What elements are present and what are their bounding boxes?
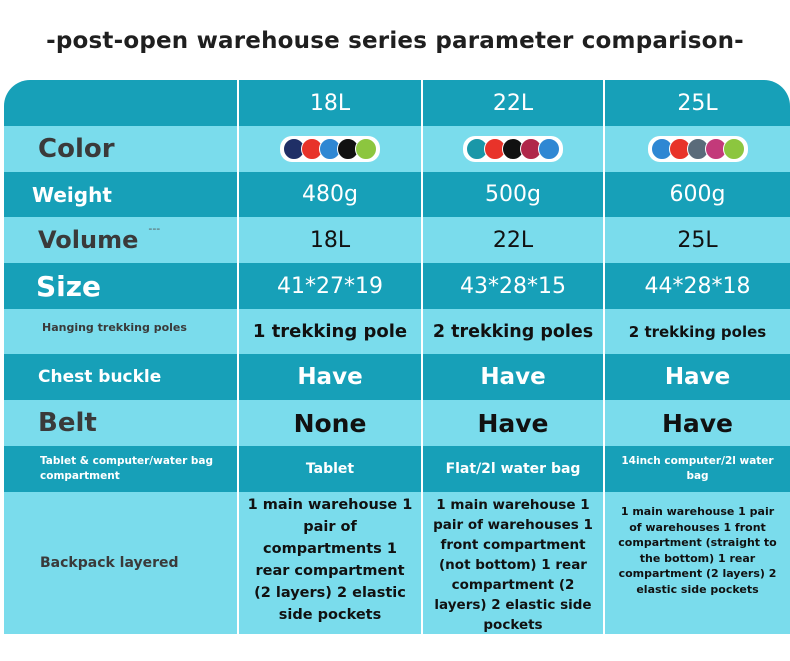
column-header-18l: 18L <box>239 80 421 126</box>
color-swatch <box>355 138 377 160</box>
header-label-cell <box>4 80 237 126</box>
compartment-18l: Tablet <box>239 446 421 492</box>
row-label-chest-buckle: Chest buckle <box>4 354 237 400</box>
size-18l: 41*27*19 <box>239 263 421 309</box>
comparison-table: 18L 22L 25L Color Weight 480g <box>4 80 790 634</box>
chest-25l: Have <box>605 354 790 400</box>
belt-18l: None <box>239 400 421 446</box>
poles-22l: 2 trekking poles <box>423 309 603 354</box>
volume-18l: 18L <box>239 217 421 263</box>
row-label-belt: Belt <box>4 400 237 446</box>
layered-18l: 1 main warehouse 1 pair of compartments … <box>239 492 421 634</box>
compartment-22l: Flat/2l water bag <box>423 446 603 492</box>
swatch-group <box>463 136 563 162</box>
swatch-group <box>647 136 748 162</box>
weight-25l: 600g <box>605 172 790 217</box>
row-label-backpack-layered: Backpack layered <box>4 492 237 634</box>
row-label-trekking-poles: Hanging trekking poles <box>4 309 237 354</box>
color-swatches-22l <box>423 126 603 172</box>
swatch-group <box>280 136 380 162</box>
row-label-volume: Volume --- <box>4 217 237 263</box>
color-swatches-18l <box>239 126 421 172</box>
volume-22l: 22L <box>423 217 603 263</box>
layered-22l: 1 main warehouse 1 pair of warehouses 1 … <box>423 492 603 634</box>
row-label-compartment: Tablet & computer/water bag compartment <box>4 446 237 492</box>
color-swatch <box>538 138 560 160</box>
column-header-25l: 25L <box>605 80 790 126</box>
size-22l: 43*28*15 <box>423 263 603 309</box>
chest-22l: Have <box>423 354 603 400</box>
chest-18l: Have <box>239 354 421 400</box>
weight-18l: 480g <box>239 172 421 217</box>
volume-mark: --- <box>148 221 161 235</box>
poles-25l: 2 trekking poles <box>605 309 790 354</box>
page-title: -post-open warehouse series parameter co… <box>46 28 744 54</box>
belt-25l: Have <box>605 400 790 446</box>
size-25l: 44*28*18 <box>605 263 790 309</box>
row-label-color: Color <box>4 126 237 172</box>
color-swatch <box>722 138 745 160</box>
layered-25l: 1 main warehouse 1 pair of warehouses 1 … <box>605 492 790 634</box>
weight-22l: 500g <box>423 172 603 217</box>
row-label-weight: Weight <box>4 172 237 217</box>
row-label-size: Size <box>4 263 237 309</box>
column-header-22l: 22L <box>423 80 603 126</box>
volume-25l: 25L <box>605 217 790 263</box>
compartment-25l: 14inch computer/2l water bag <box>605 446 790 492</box>
color-swatches-25l <box>605 126 790 172</box>
belt-22l: Have <box>423 400 603 446</box>
poles-18l: 1 trekking pole <box>239 309 421 354</box>
volume-label-text: Volume <box>38 226 139 254</box>
